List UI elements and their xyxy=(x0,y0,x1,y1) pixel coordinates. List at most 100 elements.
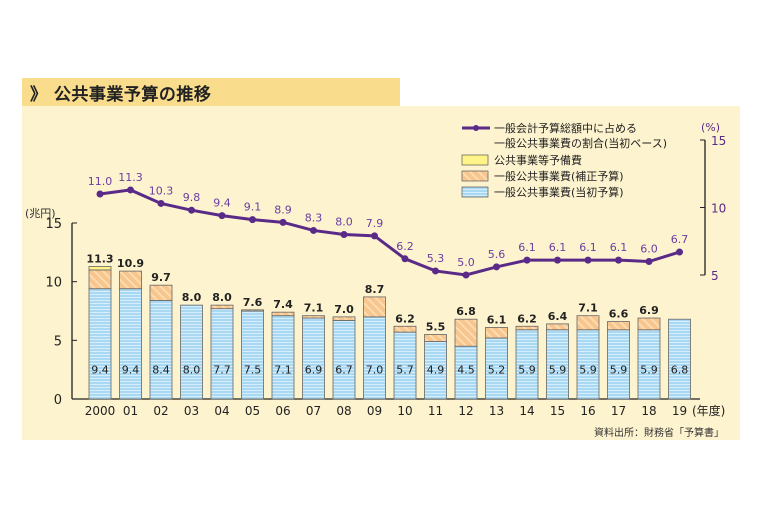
bar-supplementary xyxy=(607,321,630,331)
bar-supplementary xyxy=(363,296,386,318)
share-point xyxy=(96,190,104,198)
bar-supplementary xyxy=(332,316,356,321)
bar-total-label: 6.2 xyxy=(517,312,537,325)
bar-supplementary xyxy=(88,269,112,290)
bar-initial xyxy=(149,300,173,400)
bar-supplementary xyxy=(210,304,234,310)
share-point xyxy=(584,256,592,264)
share-label: 6.1 xyxy=(579,241,597,254)
share-point xyxy=(523,256,531,264)
share-label: 6.1 xyxy=(518,241,536,254)
share-label: 5.3 xyxy=(427,252,445,265)
share-point xyxy=(676,248,683,256)
bar-total-label: 11.3 xyxy=(86,252,113,265)
share-label: 11.0 xyxy=(88,175,113,188)
bar-initial xyxy=(271,315,295,400)
share-label: 8.0 xyxy=(335,216,353,229)
x-tick-label: 02 xyxy=(153,404,168,418)
x-tick-label: 04 xyxy=(214,404,229,418)
bar-initial-label: 9.4 xyxy=(91,364,109,377)
bar-supplementary xyxy=(241,309,264,312)
bar-total-label: 5.5 xyxy=(426,320,446,333)
bar-initial-label: 4.5 xyxy=(457,364,475,377)
legend-initial-label: 一般公共事業費(当初予算) xyxy=(494,185,624,199)
bar-initial-label: 5.9 xyxy=(579,364,597,377)
bar-initial-label: 9.4 xyxy=(122,364,140,377)
share-label: 8.9 xyxy=(274,203,292,216)
share-point xyxy=(615,256,622,264)
share-label: 9.1 xyxy=(244,201,262,214)
bar-total-label: 7.1 xyxy=(304,302,324,315)
share-point xyxy=(462,271,470,279)
x-tick-label: 07 xyxy=(306,404,321,418)
bar-supplementary xyxy=(393,325,417,333)
bar-total-label: 6.8 xyxy=(456,305,476,318)
bar-initial xyxy=(119,288,142,400)
x-tick-label: 05 xyxy=(245,404,260,418)
bar-initial-label: 6.7 xyxy=(335,364,353,377)
share-point xyxy=(279,218,287,226)
x-tick-label: 16 xyxy=(580,404,595,418)
legend-line-label-1: 一般会計予算総額中に占める xyxy=(494,121,637,135)
x-tick-label: 13 xyxy=(489,404,504,418)
bar-initial-label: 5.9 xyxy=(610,364,628,377)
legend-reserve-swatch xyxy=(461,154,489,166)
x-tick-label: 03 xyxy=(184,404,199,418)
share-label: 6.0 xyxy=(640,243,658,256)
bar-total-label: 6.9 xyxy=(639,304,659,317)
bar-initial xyxy=(363,316,386,400)
bar-supplementary xyxy=(454,318,478,347)
left-tick-label: 5 xyxy=(54,334,62,349)
share-label: 11.3 xyxy=(118,171,143,184)
x-tick-label: 12 xyxy=(458,404,473,418)
bar-total-label: 10.9 xyxy=(117,257,144,270)
bar-supplementary xyxy=(149,284,173,301)
share-point xyxy=(432,267,439,275)
legend-supplementary-label: 一般公共事業費(補正予算) xyxy=(494,169,624,183)
bar-initial-label: 7.7 xyxy=(213,364,231,377)
x-tick-label: 17 xyxy=(611,404,626,418)
share-label: 9.8 xyxy=(183,191,201,204)
source-note: 資料出所：財務省「予算書」 xyxy=(594,426,724,439)
bar-total-label: 6.6 xyxy=(609,308,629,321)
legend-line-label-2: 一般公共事業費の割合(当初ベース) xyxy=(494,136,667,150)
x-tick-label: 2000 xyxy=(85,404,116,418)
bar-total-label: 6.1 xyxy=(487,313,507,326)
share-label: 9.4 xyxy=(213,197,231,210)
bar-initial-label: 8.0 xyxy=(183,364,201,377)
share-point xyxy=(493,263,500,271)
share-label: 6.7 xyxy=(671,233,689,246)
bar-initial-label: 8.4 xyxy=(152,364,170,377)
bar-initial-label: 6.9 xyxy=(305,364,323,377)
x-tick-label: 10 xyxy=(397,404,412,418)
share-point xyxy=(645,258,653,265)
right-tick-label: 5 xyxy=(711,269,719,283)
share-label: 7.9 xyxy=(366,217,384,230)
bar-supplementary xyxy=(515,325,539,331)
x-unit-label: (年度) xyxy=(692,403,725,418)
share-point xyxy=(188,206,195,214)
share-point xyxy=(554,256,561,264)
bar-total-label: 7.4 xyxy=(273,298,293,311)
share-point xyxy=(401,255,409,263)
legend-supplementary-swatch xyxy=(461,170,489,182)
bar-supplementary xyxy=(637,317,661,331)
bar-initial-label: 5.7 xyxy=(396,364,414,377)
x-tick-label: 06 xyxy=(275,404,290,418)
right-tick-label: 10 xyxy=(711,202,726,216)
bar-initial-label: 5.2 xyxy=(488,364,506,377)
bar-initial-label: 5.9 xyxy=(640,364,658,377)
bar-supplementary xyxy=(576,315,600,331)
bar-total-label: 7.6 xyxy=(243,296,263,309)
page-title: 》 公共事業予算の推移 xyxy=(30,80,211,105)
legend: 一般会計予算総額中に占める 一般公共事業費の割合(当初ベース) 公共事業等予備費… xyxy=(461,121,667,199)
bar-total-label: 6.2 xyxy=(395,312,415,325)
share-point xyxy=(249,216,256,224)
right-axis-label: (%) xyxy=(701,121,720,134)
bar-initial xyxy=(241,310,264,400)
share-label: 8.3 xyxy=(305,211,323,224)
bar-total-label: 8.0 xyxy=(212,291,232,304)
bar-initial-label: 4.9 xyxy=(427,364,445,377)
bar-total-label: 8.0 xyxy=(182,291,202,304)
